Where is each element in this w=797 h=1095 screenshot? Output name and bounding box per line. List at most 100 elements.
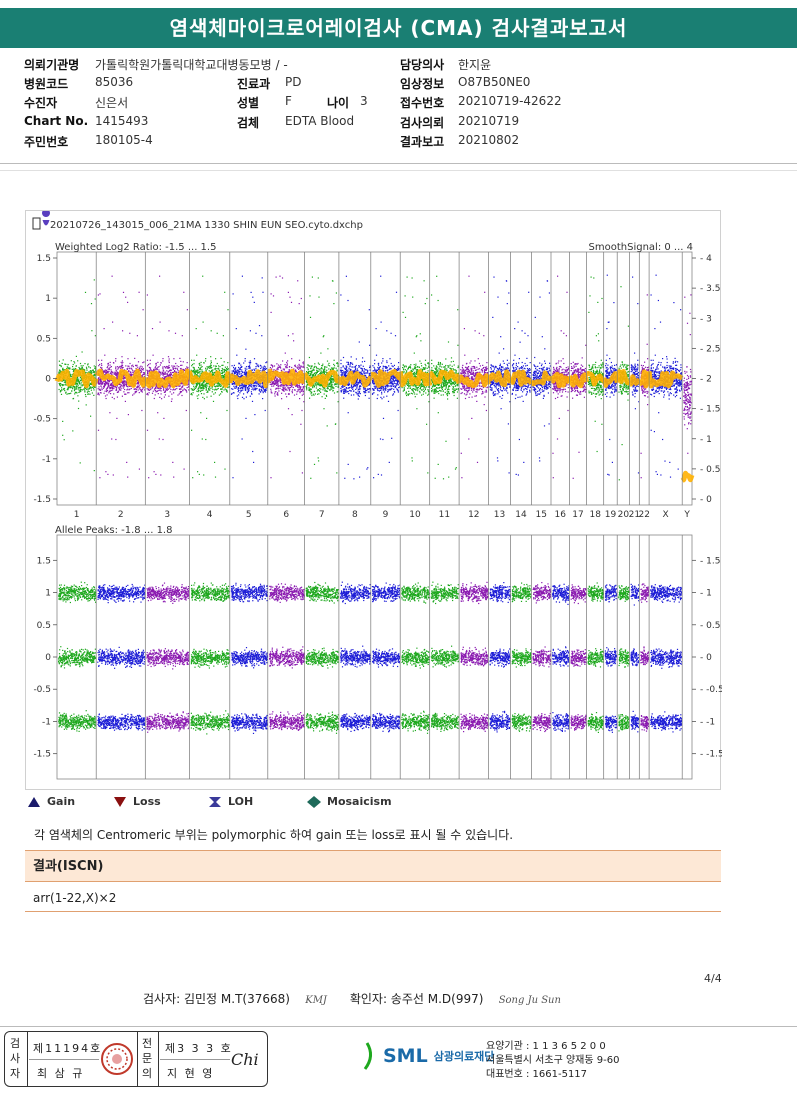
org-line-2: 서울특별시 서초구 양재동 9-60 (486, 1054, 619, 1068)
confirmer-signature: Song Ju Sun (499, 995, 561, 1006)
code-label: 병원코드 (24, 75, 68, 92)
top-left-tick: -1.5 (33, 495, 51, 505)
legend-loh: LOH (208, 795, 253, 808)
top-right-tick: - 1 (700, 435, 712, 445)
legend-gain: Gain (27, 795, 75, 808)
chart-label: Chart No. (24, 114, 88, 128)
chromosome-label-8: 8 (352, 510, 358, 520)
file-icon (33, 218, 40, 229)
gain-icon (27, 796, 41, 808)
top-left-tick: 0 (45, 375, 51, 385)
chromosome-label-9: 9 (383, 510, 389, 520)
req-label: 검사의뢰 (400, 114, 444, 131)
name-value: 신은서 (95, 94, 128, 111)
confirmer: 확인자: 송주선 M.D(997) (350, 992, 484, 1006)
top-left-tick: 1.5 (37, 254, 51, 264)
page-number: 4/4 (704, 972, 722, 985)
sml-mark: SML (383, 1045, 428, 1067)
result-value: arr(1-22,X)×2 (33, 891, 116, 905)
chromosome-label-15: 15 (535, 510, 546, 520)
code-value: 85036 (95, 75, 133, 89)
top-right-tick: - 0 (700, 495, 712, 505)
top-panel-title: Weighted Log2 Ratio: -1.5 ... 1.5 (55, 242, 216, 253)
cma-plot: 1 2 3 4 5 6 7 8 9 10 11 12 13 14 15 16 17 18 19 20 21 22 X Y 1.5… (25, 210, 721, 790)
plot-filename: 20210726_143015_006_21MA 1330 SHIN EUN S… (50, 220, 363, 231)
chromosome-label-12: 12 (468, 510, 479, 520)
loss-icon (113, 796, 127, 808)
top-right-tick: - 2 (700, 375, 712, 385)
divider (0, 170, 797, 171)
chromosome-label-16: 16 (554, 510, 566, 520)
stamp-person-2: 지 현 영 (167, 1065, 214, 1081)
name-label: 수진자 (24, 94, 57, 111)
clin-value: O87B50NE0 (458, 75, 530, 89)
stamp-no-1: 제11194호 (33, 1040, 102, 1056)
top-right-tick: - 1.5 (700, 405, 720, 415)
result-underline (25, 911, 721, 912)
signoff-line: 검사자: 김민정 M.T(37668) KMJ 확인자: 송주선 M.D(997… (143, 990, 561, 1007)
id-label: 주민번호 (24, 133, 68, 150)
chromosome-label-10: 10 (409, 510, 421, 520)
sex-value: F (285, 94, 292, 108)
dept-label: 진료과 (237, 75, 270, 92)
chromosome-label-17: 17 (572, 510, 583, 520)
legend: Gain Loss LOH Mosaicism (25, 795, 525, 813)
chromosome-label-7: 7 (319, 510, 325, 520)
seal-icon (100, 1042, 134, 1076)
inst-value: 가톨릭학원가톨릭대학교대병동모병 / - (95, 56, 288, 73)
top-panel-right-title: SmoothSignal: 0 ... 4 (589, 242, 693, 253)
bottom-right-tick: - 1.5 (700, 556, 720, 566)
chromosome-label-20: 20 (618, 510, 630, 520)
rep-label: 결과보고 (400, 133, 444, 150)
bottom-right-tick: - -0.5 (700, 685, 722, 695)
bottom-right-tick: - 0.5 (700, 621, 720, 631)
bottom-left-tick: -1.5 (33, 750, 51, 760)
centromere-note: 각 염색체의 Centromeric 부위는 polymorphic 하여 ga… (34, 826, 513, 843)
chromosome-label-22: 22 (638, 510, 649, 520)
chromosome-label-5: 5 (246, 510, 252, 520)
sex-label: 성별 (237, 94, 259, 111)
clin-label: 임상정보 (400, 75, 444, 92)
top-left-tick: 1 (45, 294, 51, 304)
chromosome-label-18: 18 (589, 510, 601, 520)
recv-value: 20210719-42622 (458, 94, 562, 108)
bottom-right-tick: - -1.5 (700, 750, 722, 760)
chromosome-label-Y: Y (683, 510, 690, 520)
chromosome-label-X: X (663, 510, 669, 520)
marker-pin-icon (42, 211, 50, 226)
chromosome-label-1: 1 (74, 510, 80, 520)
chromosome-label-4: 4 (207, 510, 213, 520)
stamp-person-1: 최 삼 규 (37, 1065, 84, 1081)
bottom-left-tick: 0.5 (37, 621, 51, 631)
org-line-3: 대표번호 : 1661-5117 (486, 1068, 619, 1082)
chromosome-label-14: 14 (515, 510, 527, 520)
report-title: 염색체마이크로어레이검사 (CMA) 검사결과보고서 (0, 8, 797, 48)
age-value: 3 (360, 94, 368, 108)
inst-label: 의뢰기관명 (24, 56, 79, 73)
stamp-no-2: 제3 3 3 호 (165, 1040, 233, 1056)
bottom-right-tick: - -1 (700, 717, 715, 727)
tester: 검사자: 김민정 M.T(37668) (143, 992, 290, 1006)
doctor-signature: Chi (231, 1050, 259, 1069)
chromosome-label-3: 3 (164, 510, 170, 520)
doctor-label: 담당의사 (400, 56, 444, 73)
loh-icon (208, 796, 222, 808)
top-left-tick: -0.5 (33, 415, 51, 425)
bottom-left-tick: 1.5 (37, 556, 51, 566)
bottom-right-tick: - 1 (700, 589, 712, 599)
top-right-tick: - 4 (700, 254, 712, 264)
chromosome-label-19: 19 (605, 510, 617, 520)
sml-logo: SML 삼광의료재단 (363, 1041, 494, 1071)
rep-value: 20210802 (458, 133, 519, 147)
recv-label: 접수번호 (400, 94, 444, 111)
age-label: 나이 (327, 94, 349, 111)
bottom-left-tick: -0.5 (33, 685, 51, 695)
dept-value: PD (285, 75, 301, 89)
org-line-1: 요양기관 : 1 1 3 6 5 2 0 0 (486, 1040, 619, 1054)
id-value: 180105-4 (95, 133, 153, 147)
top-right-tick: - 3.5 (700, 284, 720, 294)
bottom-left-tick: 1 (45, 589, 51, 599)
